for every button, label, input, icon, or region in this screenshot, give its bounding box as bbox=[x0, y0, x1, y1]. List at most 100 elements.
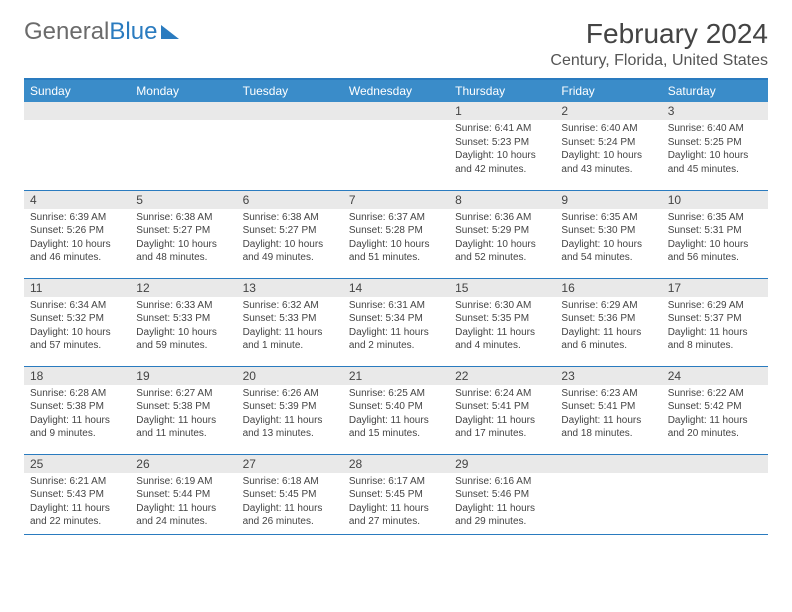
sunset-text: Sunset: 5:38 PM bbox=[136, 400, 230, 414]
day-body: Sunrise: 6:25 AMSunset: 5:40 PMDaylight:… bbox=[343, 385, 449, 443]
month-title: February 2024 bbox=[550, 18, 768, 50]
day-number: 5 bbox=[130, 191, 236, 209]
day-number: 26 bbox=[130, 455, 236, 473]
daylight-text: Daylight: 11 hours and 22 minutes. bbox=[30, 502, 124, 529]
daylight-text: Daylight: 11 hours and 29 minutes. bbox=[455, 502, 549, 529]
week-row: 25Sunrise: 6:21 AMSunset: 5:43 PMDayligh… bbox=[24, 454, 768, 534]
sunrise-text: Sunrise: 6:18 AM bbox=[243, 475, 337, 489]
sunset-text: Sunset: 5:33 PM bbox=[243, 312, 337, 326]
day-cell: 3Sunrise: 6:40 AMSunset: 5:25 PMDaylight… bbox=[662, 102, 768, 190]
sunset-text: Sunset: 5:27 PM bbox=[243, 224, 337, 238]
sunset-text: Sunset: 5:37 PM bbox=[668, 312, 762, 326]
sunset-text: Sunset: 5:31 PM bbox=[668, 224, 762, 238]
sunset-text: Sunset: 5:30 PM bbox=[561, 224, 655, 238]
sunset-text: Sunset: 5:45 PM bbox=[349, 488, 443, 502]
sunrise-text: Sunrise: 6:28 AM bbox=[30, 387, 124, 401]
sunrise-text: Sunrise: 6:17 AM bbox=[349, 475, 443, 489]
daylight-text: Daylight: 11 hours and 27 minutes. bbox=[349, 502, 443, 529]
day-body: Sunrise: 6:24 AMSunset: 5:41 PMDaylight:… bbox=[449, 385, 555, 443]
day-cell: 25Sunrise: 6:21 AMSunset: 5:43 PMDayligh… bbox=[24, 454, 130, 534]
daylight-text: Daylight: 10 hours and 54 minutes. bbox=[561, 238, 655, 265]
day-header: Wednesday bbox=[343, 79, 449, 102]
sunset-text: Sunset: 5:27 PM bbox=[136, 224, 230, 238]
day-cell: . bbox=[555, 454, 661, 534]
calendar-table: Sunday Monday Tuesday Wednesday Thursday… bbox=[24, 78, 768, 535]
sunrise-text: Sunrise: 6:21 AM bbox=[30, 475, 124, 489]
sunrise-text: Sunrise: 6:32 AM bbox=[243, 299, 337, 313]
day-number: 7 bbox=[343, 191, 449, 209]
day-header: Thursday bbox=[449, 79, 555, 102]
week-row: ....1Sunrise: 6:41 AMSunset: 5:23 PMDayl… bbox=[24, 102, 768, 190]
day-body: Sunrise: 6:38 AMSunset: 5:27 PMDaylight:… bbox=[237, 209, 343, 267]
daylight-text: Daylight: 11 hours and 2 minutes. bbox=[349, 326, 443, 353]
daylight-text: Daylight: 10 hours and 59 minutes. bbox=[136, 326, 230, 353]
day-cell: 4Sunrise: 6:39 AMSunset: 5:26 PMDaylight… bbox=[24, 190, 130, 278]
logo-triangle-icon bbox=[161, 25, 179, 39]
sunrise-text: Sunrise: 6:24 AM bbox=[455, 387, 549, 401]
sunset-text: Sunset: 5:32 PM bbox=[30, 312, 124, 326]
day-body: Sunrise: 6:28 AMSunset: 5:38 PMDaylight:… bbox=[24, 385, 130, 443]
daylight-text: Daylight: 11 hours and 20 minutes. bbox=[668, 414, 762, 441]
sunrise-text: Sunrise: 6:34 AM bbox=[30, 299, 124, 313]
sunrise-text: Sunrise: 6:35 AM bbox=[668, 211, 762, 225]
sunset-text: Sunset: 5:39 PM bbox=[243, 400, 337, 414]
day-cell: 27Sunrise: 6:18 AMSunset: 5:45 PMDayligh… bbox=[237, 454, 343, 534]
day-body: Sunrise: 6:17 AMSunset: 5:45 PMDaylight:… bbox=[343, 473, 449, 531]
day-body: Sunrise: 6:41 AMSunset: 5:23 PMDaylight:… bbox=[449, 120, 555, 178]
sunrise-text: Sunrise: 6:23 AM bbox=[561, 387, 655, 401]
sunrise-text: Sunrise: 6:37 AM bbox=[349, 211, 443, 225]
day-cell: . bbox=[237, 102, 343, 190]
day-number: 18 bbox=[24, 367, 130, 385]
day-number: 19 bbox=[130, 367, 236, 385]
day-cell: 10Sunrise: 6:35 AMSunset: 5:31 PMDayligh… bbox=[662, 190, 768, 278]
day-body: Sunrise: 6:36 AMSunset: 5:29 PMDaylight:… bbox=[449, 209, 555, 267]
day-number: 29 bbox=[449, 455, 555, 473]
day-number: 22 bbox=[449, 367, 555, 385]
location: Century, Florida, United States bbox=[550, 52, 768, 70]
day-number: 6 bbox=[237, 191, 343, 209]
day-number: 25 bbox=[24, 455, 130, 473]
day-cell: 29Sunrise: 6:16 AMSunset: 5:46 PMDayligh… bbox=[449, 454, 555, 534]
sunset-text: Sunset: 5:40 PM bbox=[349, 400, 443, 414]
sunrise-text: Sunrise: 6:16 AM bbox=[455, 475, 549, 489]
day-body: Sunrise: 6:29 AMSunset: 5:37 PMDaylight:… bbox=[662, 297, 768, 355]
sunrise-text: Sunrise: 6:41 AM bbox=[455, 122, 549, 136]
sunrise-text: Sunrise: 6:25 AM bbox=[349, 387, 443, 401]
day-cell: 7Sunrise: 6:37 AMSunset: 5:28 PMDaylight… bbox=[343, 190, 449, 278]
sunset-text: Sunset: 5:41 PM bbox=[561, 400, 655, 414]
sunset-text: Sunset: 5:41 PM bbox=[455, 400, 549, 414]
day-header: Saturday bbox=[662, 79, 768, 102]
day-body: Sunrise: 6:18 AMSunset: 5:45 PMDaylight:… bbox=[237, 473, 343, 531]
daylight-text: Daylight: 10 hours and 43 minutes. bbox=[561, 149, 655, 176]
day-number: 11 bbox=[24, 279, 130, 297]
day-number: 4 bbox=[24, 191, 130, 209]
day-body: Sunrise: 6:23 AMSunset: 5:41 PMDaylight:… bbox=[555, 385, 661, 443]
day-cell: 19Sunrise: 6:27 AMSunset: 5:38 PMDayligh… bbox=[130, 366, 236, 454]
day-cell: . bbox=[24, 102, 130, 190]
sunrise-text: Sunrise: 6:29 AM bbox=[561, 299, 655, 313]
day-cell: . bbox=[662, 454, 768, 534]
day-body: Sunrise: 6:26 AMSunset: 5:39 PMDaylight:… bbox=[237, 385, 343, 443]
day-cell: 23Sunrise: 6:23 AMSunset: 5:41 PMDayligh… bbox=[555, 366, 661, 454]
day-cell: 26Sunrise: 6:19 AMSunset: 5:44 PMDayligh… bbox=[130, 454, 236, 534]
daylight-text: Daylight: 11 hours and 26 minutes. bbox=[243, 502, 337, 529]
day-cell: 8Sunrise: 6:36 AMSunset: 5:29 PMDaylight… bbox=[449, 190, 555, 278]
day-number: 28 bbox=[343, 455, 449, 473]
day-cell: . bbox=[343, 102, 449, 190]
daylight-text: Daylight: 10 hours and 56 minutes. bbox=[668, 238, 762, 265]
day-cell: 24Sunrise: 6:22 AMSunset: 5:42 PMDayligh… bbox=[662, 366, 768, 454]
day-body: Sunrise: 6:21 AMSunset: 5:43 PMDaylight:… bbox=[24, 473, 130, 531]
logo-text-1: General bbox=[24, 18, 109, 46]
sunrise-text: Sunrise: 6:29 AM bbox=[668, 299, 762, 313]
title-block: February 2024 Century, Florida, United S… bbox=[550, 18, 768, 70]
day-body: Sunrise: 6:22 AMSunset: 5:42 PMDaylight:… bbox=[662, 385, 768, 443]
day-cell: 1Sunrise: 6:41 AMSunset: 5:23 PMDaylight… bbox=[449, 102, 555, 190]
daylight-text: Daylight: 11 hours and 13 minutes. bbox=[243, 414, 337, 441]
day-number: 8 bbox=[449, 191, 555, 209]
daylight-text: Daylight: 10 hours and 49 minutes. bbox=[243, 238, 337, 265]
sunset-text: Sunset: 5:38 PM bbox=[30, 400, 124, 414]
day-body: Sunrise: 6:40 AMSunset: 5:25 PMDaylight:… bbox=[662, 120, 768, 178]
sunset-text: Sunset: 5:26 PM bbox=[30, 224, 124, 238]
sunrise-text: Sunrise: 6:31 AM bbox=[349, 299, 443, 313]
sunrise-text: Sunrise: 6:22 AM bbox=[668, 387, 762, 401]
